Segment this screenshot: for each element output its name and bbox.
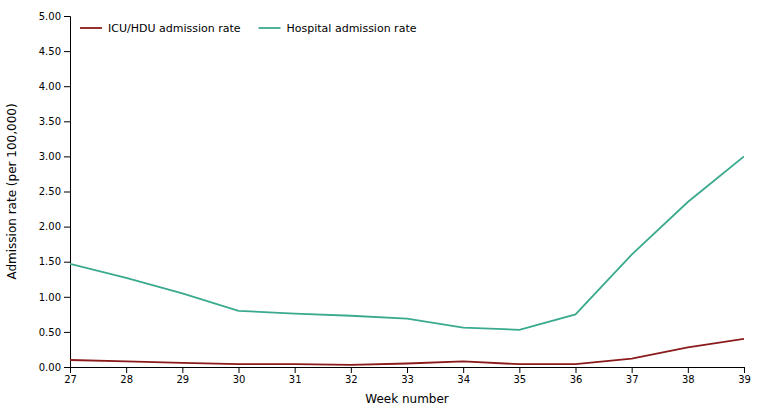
x-tick-mark: [744, 367, 745, 373]
y-axis: 0.00 0.50 1.00 1.50 2.00 2.50 3.00 3.50 4.00 4.50…: [39, 11, 71, 373]
y-tick-label: 2.50: [39, 186, 61, 197]
legend: ICU/HDU admission rate Hospital admission…: [80, 22, 417, 35]
y-tick-mark: [64, 16, 70, 17]
x-tick-mark: [182, 367, 183, 373]
y-tick-label: 5.00: [39, 11, 61, 22]
y-tick-label: 0.50: [39, 327, 61, 338]
x-tick-mark: [632, 367, 633, 373]
x-tick: 33: [401, 367, 414, 385]
y-tick-label: 0.00: [39, 362, 61, 373]
legend-item: ICU/HDU admission rate: [80, 22, 241, 35]
y-tick: 0.00: [39, 362, 70, 373]
y-tick-label: 4.00: [39, 81, 61, 92]
x-tick-mark: [295, 367, 296, 373]
x-tick-label: 34: [457, 374, 470, 385]
y-tick-label: 4.50: [39, 46, 61, 57]
x-axis: 27 28 29 30 31 32 33 34 35 36 37 38 39: [64, 367, 751, 385]
legend-label: Hospital admission rate: [287, 22, 417, 35]
x-tick-label: 38: [682, 374, 695, 385]
x-tick-mark: [688, 367, 689, 373]
x-tick-label: 39: [738, 374, 751, 385]
y-tick-label: 1.50: [39, 256, 61, 267]
x-tick-mark: [407, 367, 408, 373]
x-tick-label: 31: [289, 374, 302, 385]
y-tick: 1.00: [39, 292, 70, 303]
legend-label: ICU/HDU admission rate: [108, 22, 241, 35]
x-tick: 29: [176, 367, 189, 385]
y-tick-label: 2.00: [39, 221, 61, 232]
x-tick: 38: [682, 367, 695, 385]
x-tick: 36: [570, 367, 583, 385]
y-tick-mark: [64, 86, 70, 87]
x-tick-label: 33: [401, 374, 414, 385]
lines: [70, 156, 744, 364]
series-line: [70, 156, 744, 329]
x-tick-label: 29: [176, 374, 189, 385]
x-tick: 37: [626, 367, 639, 385]
y-tick: 0.50: [39, 327, 70, 338]
y-tick-mark: [64, 297, 70, 298]
y-tick-label: 1.00: [39, 292, 61, 303]
x-tick-mark: [126, 367, 127, 373]
x-tick-label: 27: [64, 374, 77, 385]
plot: 27 28 29 30 31 32 33 34 35 36 37 38 39 0.00 0.50 1.00 1.…: [39, 11, 751, 385]
x-tick-label: 32: [345, 374, 358, 385]
x-axis-title: Week number: [365, 392, 449, 406]
x-tick: 35: [513, 367, 526, 385]
legend-item: Hospital admission rate: [259, 22, 417, 35]
legend-swatch: [259, 27, 281, 29]
x-tick-label: 30: [233, 374, 246, 385]
x-tick: 34: [457, 367, 470, 385]
x-tick: 28: [120, 367, 133, 385]
y-tick-mark: [64, 156, 70, 157]
y-tick: 2.00: [39, 221, 70, 232]
x-tick-label: 35: [513, 374, 526, 385]
x-tick: 39: [738, 367, 751, 385]
y-tick-mark: [64, 227, 70, 228]
x-tick: 32: [345, 367, 358, 385]
x-tick: 30: [233, 367, 246, 385]
y-tick-mark: [64, 262, 70, 263]
x-tick-mark: [239, 367, 240, 373]
x-tick-mark: [463, 367, 464, 373]
y-tick-mark: [64, 51, 70, 52]
x-tick-label: 28: [120, 374, 133, 385]
x-tick-label: 36: [570, 374, 583, 385]
y-tick-label: 3.00: [39, 151, 61, 162]
y-tick-mark: [64, 367, 70, 368]
series-line: [70, 339, 744, 365]
x-tick-mark: [519, 367, 520, 373]
y-tick-mark: [64, 192, 70, 193]
legend-swatch: [80, 27, 102, 29]
y-tick-label: 3.50: [39, 116, 61, 127]
y-tick: 5.00: [39, 11, 70, 22]
y-tick: 4.50: [39, 46, 70, 57]
x-tick: 31: [289, 367, 302, 385]
x-tick-mark: [576, 367, 577, 373]
x-axis-line: [71, 368, 745, 374]
y-tick: 1.50: [39, 256, 70, 267]
y-tick: 3.50: [39, 116, 70, 127]
y-tick: 2.50: [39, 186, 70, 197]
y-tick: 3.00: [39, 151, 70, 162]
chart: 27 28 29 30 31 32 33 34 35 36 37 38 39 0.00 0.50 1.00 1.…: [0, 0, 768, 413]
y-tick: 4.00: [39, 81, 70, 92]
y-tick-mark: [64, 121, 70, 122]
x-tick: 27: [64, 367, 77, 385]
x-tick-label: 37: [626, 374, 639, 385]
x-tick-mark: [351, 367, 352, 373]
y-axis-line: [64, 17, 71, 368]
y-tick-mark: [64, 332, 70, 333]
y-axis-title: Admission rate (per 100,000): [5, 103, 19, 279]
